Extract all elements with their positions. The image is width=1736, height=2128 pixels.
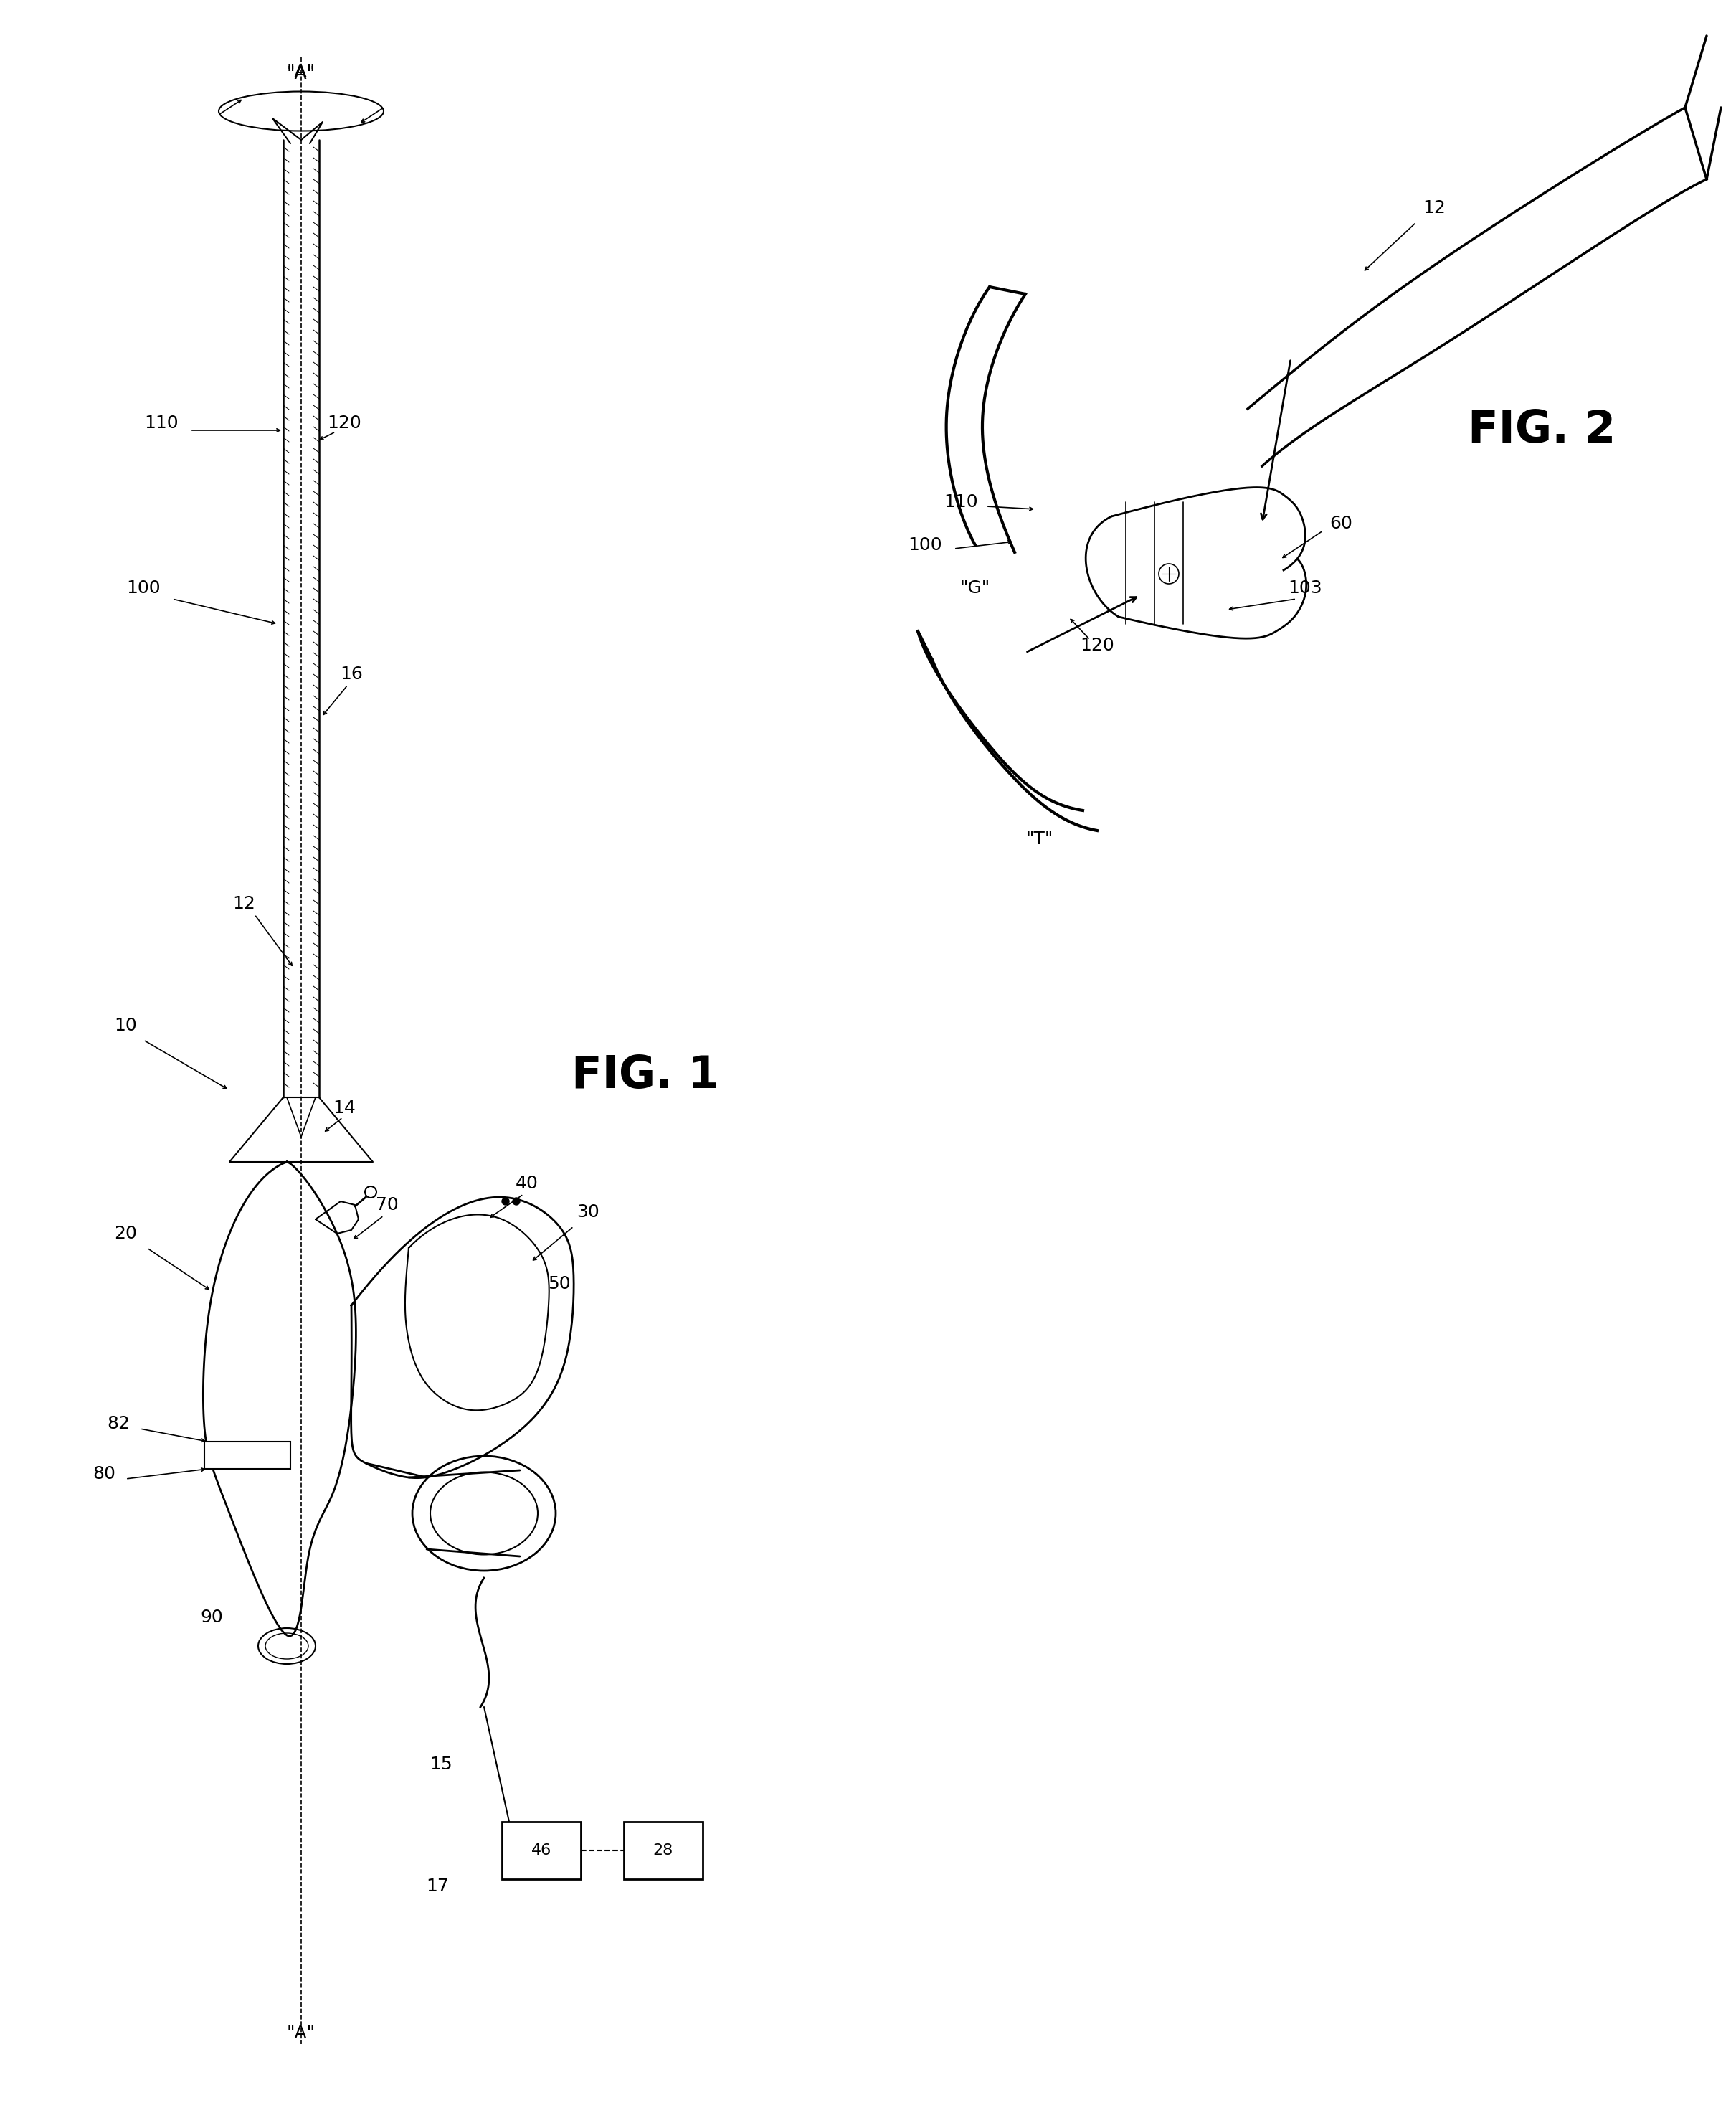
Text: "A": "A"	[286, 64, 316, 81]
Text: 12: 12	[233, 896, 255, 913]
Text: 50: 50	[549, 1275, 571, 1292]
Text: 82: 82	[108, 1415, 130, 1432]
Text: 70: 70	[375, 1196, 399, 1213]
Text: 46: 46	[531, 1843, 552, 1858]
Text: 100: 100	[908, 536, 943, 553]
Circle shape	[512, 1198, 519, 1204]
Text: 100: 100	[127, 579, 160, 596]
Text: 90: 90	[200, 1609, 222, 1626]
Bar	[623, 1822, 703, 1879]
Text: 80: 80	[92, 1466, 115, 1483]
Text: 110: 110	[144, 415, 179, 432]
Circle shape	[365, 1185, 377, 1198]
Circle shape	[502, 1198, 509, 1204]
Text: "T": "T"	[1026, 830, 1054, 847]
Text: 40: 40	[516, 1175, 538, 1192]
Text: 17: 17	[425, 1877, 450, 1894]
Text: "A": "A"	[286, 66, 316, 83]
Text: 60: 60	[1330, 515, 1352, 532]
Text: 30: 30	[576, 1204, 599, 1221]
Text: 14: 14	[333, 1100, 356, 1117]
Text: 15: 15	[429, 1756, 453, 1773]
Text: 16: 16	[340, 666, 363, 683]
Text: 120: 120	[1080, 636, 1115, 653]
Text: "A": "A"	[286, 2024, 316, 2043]
Text: 103: 103	[1288, 579, 1323, 596]
Text: FIG. 1: FIG. 1	[571, 1053, 719, 1098]
Text: 110: 110	[944, 494, 977, 511]
Text: "G": "G"	[960, 579, 990, 596]
Bar	[502, 1822, 582, 1879]
Text: 28: 28	[653, 1843, 674, 1858]
Text: FIG. 2: FIG. 2	[1467, 409, 1616, 451]
Bar	[205, 1441, 290, 1468]
Text: 20: 20	[115, 1226, 137, 1243]
Text: 10: 10	[115, 1017, 137, 1034]
Text: 120: 120	[326, 415, 361, 432]
Text: 12: 12	[1424, 200, 1446, 217]
